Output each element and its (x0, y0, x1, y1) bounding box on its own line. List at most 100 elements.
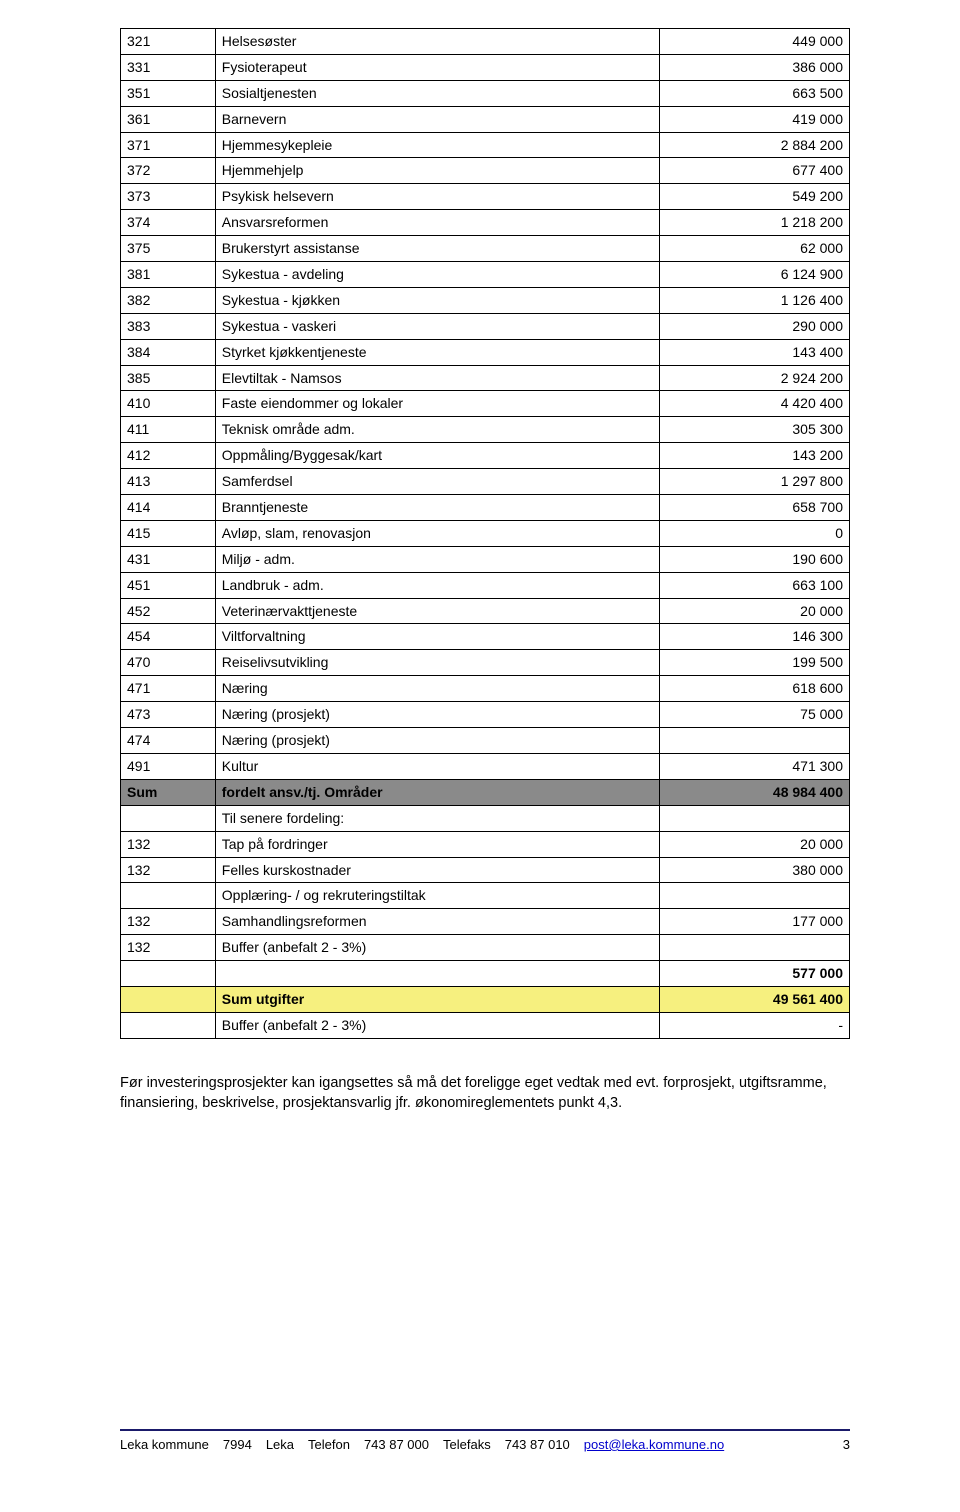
table-row: 491Kultur471 300 (121, 753, 850, 779)
row-value: 143 200 (660, 443, 850, 469)
row-code: 431 (121, 546, 216, 572)
row-value: 0 (660, 520, 850, 546)
row-value (660, 883, 850, 909)
footer-fax: 743 87 010 (505, 1437, 570, 1452)
row-code: 371 (121, 132, 216, 158)
table-row: 412Oppmåling/Byggesak/kart143 200 (121, 443, 850, 469)
footer-email[interactable]: post@leka.kommune.no (584, 1437, 724, 1452)
row-code: 384 (121, 339, 216, 365)
row-code: 331 (121, 54, 216, 80)
row-label: Branntjeneste (215, 495, 660, 521)
row-label: Teknisk område adm. (215, 417, 660, 443)
row-code: 411 (121, 417, 216, 443)
table-row: 474Næring (prosjekt) (121, 728, 850, 754)
footer-place: Leka (266, 1437, 294, 1452)
row-label: Viltforvaltning (215, 624, 660, 650)
table-row: Sum utgifter49 561 400 (121, 986, 850, 1012)
row-code: 473 (121, 702, 216, 728)
row-code: 351 (121, 80, 216, 106)
table-row: 385Elevtiltak - Namsos2 924 200 (121, 365, 850, 391)
row-label: Felles kurskostnader (215, 857, 660, 883)
row-label: Til senere fordeling: (215, 805, 660, 831)
row-label: Sum utgifter (215, 986, 660, 1012)
footer-phone-label: Telefon (308, 1437, 350, 1452)
row-code: 372 (121, 158, 216, 184)
table-row: 371Hjemmesykepleie2 884 200 (121, 132, 850, 158)
row-code: 132 (121, 935, 216, 961)
row-value: 75 000 (660, 702, 850, 728)
table-row: 410Faste eiendommer og lokaler4 420 400 (121, 391, 850, 417)
row-value (660, 805, 850, 831)
table-row: 374Ansvarsreformen1 218 200 (121, 210, 850, 236)
row-value: 4 420 400 (660, 391, 850, 417)
footer-divider (120, 1429, 850, 1431)
footer-fax-label: Telefaks (443, 1437, 491, 1452)
row-label: Sykestua - kjøkken (215, 287, 660, 313)
footer-phone: 743 87 000 (364, 1437, 429, 1452)
row-value: 62 000 (660, 236, 850, 262)
row-value: 663 100 (660, 572, 850, 598)
table-row: 383Sykestua - vaskeri290 000 (121, 313, 850, 339)
table-row: 373Psykisk helsevern549 200 (121, 184, 850, 210)
row-label (215, 961, 660, 987)
row-label: Sykestua - avdeling (215, 262, 660, 288)
row-label: Oppmåling/Byggesak/kart (215, 443, 660, 469)
row-code: 414 (121, 495, 216, 521)
row-value: 290 000 (660, 313, 850, 339)
row-label: Samferdsel (215, 469, 660, 495)
row-label: Næring (215, 676, 660, 702)
row-value: 199 500 (660, 650, 850, 676)
table-row: Buffer (anbefalt 2 - 3%)- (121, 1012, 850, 1038)
table-row: 331Fysioterapeut386 000 (121, 54, 850, 80)
row-code: 412 (121, 443, 216, 469)
row-value: 663 500 (660, 80, 850, 106)
table-row: Sumfordelt ansv./tj. Områder48 984 400 (121, 779, 850, 805)
row-code: 491 (121, 753, 216, 779)
row-label: Ansvarsreformen (215, 210, 660, 236)
footer-org: Leka kommune (120, 1437, 209, 1452)
row-code: 415 (121, 520, 216, 546)
row-code (121, 986, 216, 1012)
row-code (121, 883, 216, 909)
table-row: 577 000 (121, 961, 850, 987)
row-label: Faste eiendommer og lokaler (215, 391, 660, 417)
row-code: 451 (121, 572, 216, 598)
body-paragraph: Før investeringsprosjekter kan igangsett… (120, 1073, 850, 1114)
row-code: 470 (121, 650, 216, 676)
table-row: 473Næring (prosjekt)75 000 (121, 702, 850, 728)
row-label: Avløp, slam, renovasjon (215, 520, 660, 546)
row-label: fordelt ansv./tj. Områder (215, 779, 660, 805)
row-label: Sykestua - vaskeri (215, 313, 660, 339)
row-label: Elevtiltak - Namsos (215, 365, 660, 391)
table-row: 381Sykestua - avdeling6 124 900 (121, 262, 850, 288)
row-code: 375 (121, 236, 216, 262)
table-row: 132Felles kurskostnader380 000 (121, 857, 850, 883)
row-code: 383 (121, 313, 216, 339)
table-row: 361Barnevern419 000 (121, 106, 850, 132)
row-value (660, 935, 850, 961)
row-label: Buffer (anbefalt 2 - 3%) (215, 935, 660, 961)
row-value: 1 218 200 (660, 210, 850, 236)
row-label: Veterinærvakttjeneste (215, 598, 660, 624)
row-code: 471 (121, 676, 216, 702)
row-code: 410 (121, 391, 216, 417)
table-row: 413Samferdsel1 297 800 (121, 469, 850, 495)
row-value: - (660, 1012, 850, 1038)
row-value: 20 000 (660, 598, 850, 624)
row-label: Kultur (215, 753, 660, 779)
row-value: 449 000 (660, 29, 850, 55)
row-value: 6 124 900 (660, 262, 850, 288)
row-value: 1 126 400 (660, 287, 850, 313)
row-code: 382 (121, 287, 216, 313)
row-code (121, 1012, 216, 1038)
row-code: 385 (121, 365, 216, 391)
page-footer: Leka kommune 7994 Leka Telefon 743 87 00… (120, 1429, 850, 1452)
row-code: 413 (121, 469, 216, 495)
table-row: 375Brukerstyrt assistanse62 000 (121, 236, 850, 262)
row-label: Landbruk - adm. (215, 572, 660, 598)
table-row: 431Miljø - adm.190 600 (121, 546, 850, 572)
row-code: 452 (121, 598, 216, 624)
row-label: Fysioterapeut (215, 54, 660, 80)
row-value: 190 600 (660, 546, 850, 572)
table-row: 470Reiselivsutvikling199 500 (121, 650, 850, 676)
